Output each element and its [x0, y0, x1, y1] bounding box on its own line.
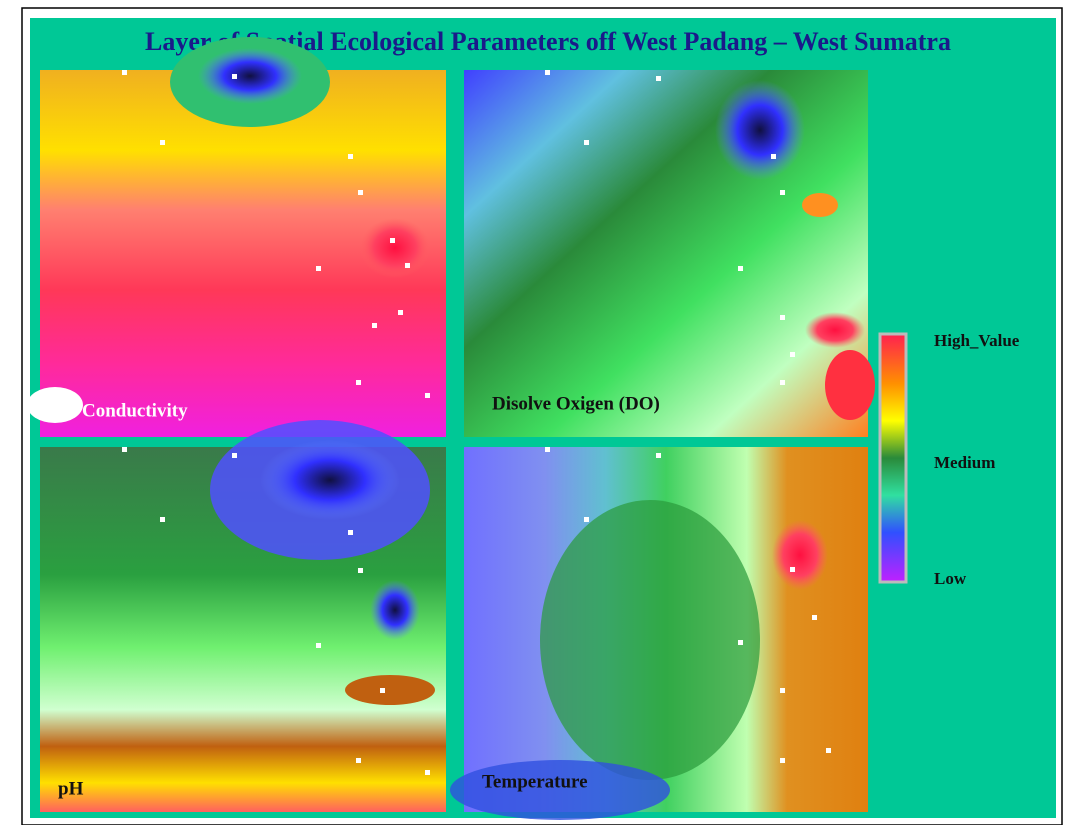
panel-label: Conductivity — [82, 400, 188, 421]
legend-label: High_Value — [934, 331, 1020, 350]
panel-conductivity: Conductivity — [27, 37, 446, 437]
legend-label: Low — [934, 569, 967, 588]
frame — [21, 7, 1063, 825]
legend-bar — [878, 332, 908, 584]
panel-label: pH — [58, 778, 84, 799]
legend: High_Value Medium Low — [878, 331, 1020, 588]
panel-label: Temperature — [482, 771, 588, 792]
panel-do: Disolve Oxigen (DO) — [464, 70, 875, 437]
panel-temperature: Temperature — [450, 447, 868, 820]
legend-label: Medium — [934, 453, 995, 472]
panel-label: Disolve Oxigen (DO) — [492, 393, 660, 414]
panel-ph: pH — [40, 420, 446, 812]
sample-points — [122, 70, 831, 775]
